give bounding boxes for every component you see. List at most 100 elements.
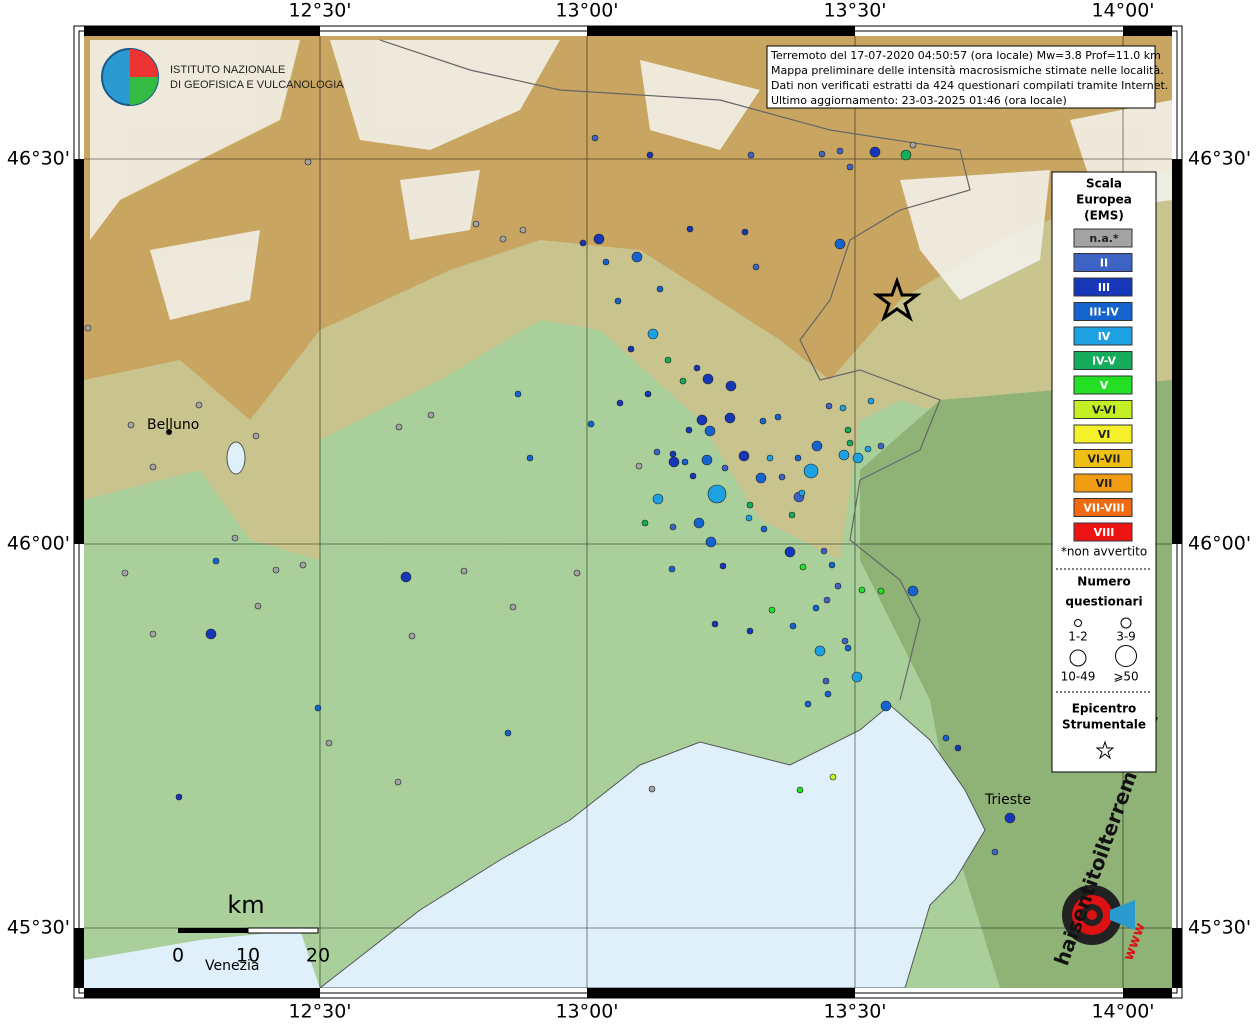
legend-size-label: 3-9 (1116, 630, 1136, 644)
report-dot (704, 425, 716, 437)
report-dot (794, 454, 802, 462)
report-dot (408, 632, 416, 640)
report-dot (803, 463, 819, 479)
report-dot (852, 452, 864, 464)
legend-label: III (1098, 281, 1110, 294)
report-dot (1004, 812, 1016, 824)
report-dot (644, 390, 652, 398)
report-dot (573, 569, 581, 577)
lat-label: 46°30' (7, 148, 70, 170)
report-dot (824, 690, 832, 698)
report-dot (669, 523, 677, 531)
legend-size (1074, 619, 1082, 627)
report-dot (834, 238, 846, 250)
legend-swatch (1073, 351, 1133, 370)
report-dot (811, 440, 823, 452)
scale-bar: km 0 10 20 (172, 891, 330, 967)
legend-size (1115, 645, 1137, 667)
report-dot (679, 377, 687, 385)
report-dot (820, 547, 828, 555)
report-dot (725, 380, 737, 392)
report-dot (394, 778, 402, 786)
lat-label: 45°30' (1188, 917, 1251, 939)
legend-swatch (1073, 326, 1133, 346)
report-dot (195, 401, 203, 409)
report-dot (149, 630, 157, 638)
report-dot (846, 439, 854, 447)
scale-label: 0 (172, 945, 184, 967)
report-dot (907, 585, 919, 597)
legend-title: Epicentro (1072, 702, 1137, 716)
report-dot (635, 462, 643, 470)
legend-swatch (1073, 522, 1133, 542)
report-dot (701, 454, 713, 466)
report-dot (631, 251, 643, 263)
lon-label: 13°30' (823, 0, 886, 22)
place-label: Venezia (205, 958, 259, 974)
legend-swatch (1073, 473, 1133, 493)
legend-size-label: 10-49 (1061, 670, 1096, 684)
report-dot (867, 397, 875, 405)
report-dot (84, 324, 92, 332)
report-dot (877, 442, 885, 450)
report-dot (314, 704, 322, 712)
report-dot (834, 582, 842, 590)
report-dot (252, 432, 260, 440)
report-dot (844, 644, 852, 652)
axis-labels: 12°30' 13°00' 13°30' 14°00' 12°30' 13°00… (7, 0, 1251, 1023)
report-dot (778, 473, 786, 481)
report-dot (766, 454, 774, 462)
report-dot (796, 786, 804, 794)
report-dot (828, 561, 836, 569)
report-dot (616, 399, 624, 407)
report-dot (825, 402, 833, 410)
report-dot (593, 233, 605, 245)
report-dot (746, 627, 754, 635)
report-dot (991, 848, 999, 856)
info-line: Terremoto del 17-07-2020 04:50:57 (ora l… (770, 49, 1161, 62)
report-dot (836, 147, 844, 155)
lat-label: 46°00' (1188, 533, 1251, 555)
legend-swatch (1073, 277, 1133, 297)
legend-label: n.a.* (1089, 232, 1119, 245)
report-dot (841, 637, 849, 645)
report-dot (724, 412, 736, 424)
report-dot (175, 793, 183, 801)
report-dot (760, 525, 768, 533)
info-box: Terremoto del 17-07-2020 04:50:57 (ora l… (766, 45, 1168, 109)
legend-label: VII-VIII (1083, 502, 1124, 515)
logo-text: DI GEOFISICA E VULCANOLOGIA (170, 79, 344, 91)
report-dot (839, 404, 847, 412)
report-dot (746, 501, 754, 509)
lat-label: 46°00' (7, 533, 70, 555)
legend: ScalaEuropea(EMS)n.a.*IIIIIIII-IVIVIV-VV… (1051, 171, 1157, 773)
report-dot (741, 228, 749, 236)
report-dot (499, 235, 507, 243)
report-dot (880, 700, 892, 712)
report-dot (829, 773, 837, 781)
legend-label: VII (1096, 477, 1113, 490)
frame (73, 25, 1183, 999)
report-dot (869, 146, 881, 158)
report-dot (427, 411, 435, 419)
report-dot (954, 744, 962, 752)
report-dot (745, 514, 753, 522)
report-dot (798, 489, 806, 497)
report-dot (254, 602, 262, 610)
reports (84, 134, 1016, 856)
legend-note: *non avvertito (1061, 545, 1147, 559)
legend-size-label: 1-2 (1068, 630, 1088, 644)
info-line: Dati non verificati estratti da 424 ques… (771, 79, 1168, 92)
legend-label: III-IV (1089, 306, 1119, 319)
report-dot (591, 134, 599, 142)
report-dot (814, 645, 826, 657)
legend-title: Europea (1076, 193, 1132, 207)
legend-title: Numero (1077, 575, 1130, 589)
place-label: Belluno (147, 417, 199, 433)
report-dot (696, 414, 708, 426)
report-dot (759, 417, 767, 425)
legend-swatch (1073, 253, 1133, 272)
terrain: Belluno Trieste Venezia km 0 10 20 ISTIT… (84, 36, 1172, 988)
report-dot (231, 534, 239, 542)
legend-swatch (1073, 228, 1133, 248)
